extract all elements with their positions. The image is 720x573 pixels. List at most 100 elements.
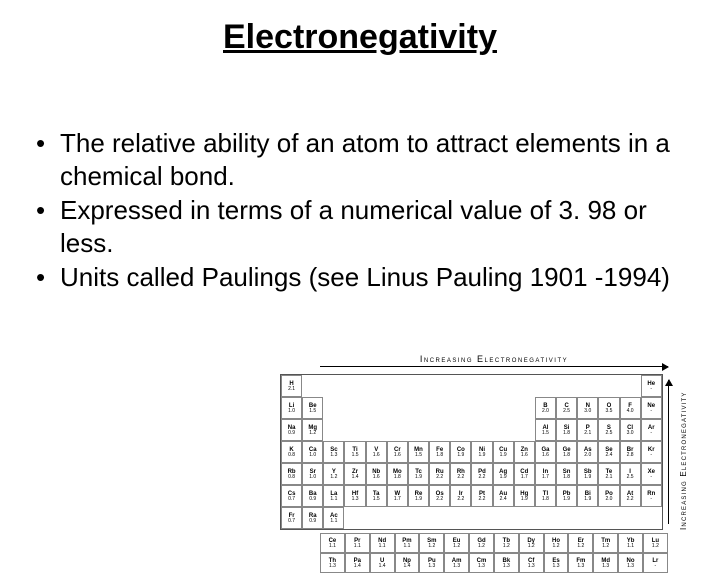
table-row: K0.8Ca1.0Sc1.3Ti1.5V1.6Cr1.6Mn1.5Fe1.8Co… [281,441,662,463]
element-cell: W1.7 [387,485,408,507]
bullet-marker: • [36,194,60,227]
element-cell: Pr1.1 [345,533,370,553]
element-cell: Br2.8 [620,441,641,463]
empty-cell [408,375,429,397]
element-cell: Nd1.1 [370,533,395,553]
empty-cell [450,419,471,441]
table-row: Rb0.8Sr1.0Y1.2Zr1.4Nb1.6Mo1.8Tc1.9Ru2.2R… [281,463,662,485]
element-cell: O3.5 [598,397,619,419]
element-cell: Pm1.1 [395,533,420,553]
element-cell: F4.0 [620,397,641,419]
element-cell: Ra0.9 [302,507,323,529]
empty-cell [323,375,344,397]
element-cell: Yb1.1 [618,533,643,553]
empty-cell [471,419,492,441]
element-cell: Kr- [641,441,662,463]
empty-cell [302,375,323,397]
element-cell: Ca1.0 [302,441,323,463]
element-cell: Ni1.9 [471,441,492,463]
element-cell: V1.6 [366,441,387,463]
empty-cell [408,419,429,441]
element-cell: Si1.8 [556,419,577,441]
element-cell: Lu1.2 [643,533,668,553]
element-cell: Dy1.2 [519,533,544,553]
element-cell: Tm1.2 [593,533,618,553]
empty-cell [620,375,641,397]
element-cell: Th1.3 [320,553,345,573]
element-cell: Nb1.6 [366,463,387,485]
empty-cell [429,507,450,529]
bullet-item: • Expressed in terms of a numerical valu… [36,194,680,259]
element-cell: Rh2.2 [450,463,471,485]
empty-cell [323,419,344,441]
element-cell: Ac1.1 [323,507,344,529]
element-cell: Ar- [641,419,662,441]
empty-cell [387,375,408,397]
element-cell: No1.3 [618,553,643,573]
element-cell: Fe1.8 [429,441,450,463]
element-cell: Cl3.0 [620,419,641,441]
element-cell: Re1.9 [408,485,429,507]
element-cell: In1.7 [535,463,556,485]
element-cell: Cr1.6 [387,441,408,463]
element-cell: I2.5 [620,463,641,485]
element-cell: K0.8 [281,441,302,463]
element-cell: Gd1.2 [469,533,494,553]
element-cell: Y1.2 [323,463,344,485]
empty-cell [429,397,450,419]
element-cell: Ga1.6 [535,441,556,463]
empty-cell [514,507,535,529]
empty-cell [556,375,577,397]
element-cell: Mg1.2 [302,419,323,441]
element-cell: La1.1 [323,485,344,507]
element-cell: N3.0 [577,397,598,419]
empty-cell [620,507,641,529]
element-cell: Al1.5 [535,419,556,441]
empty-cell [366,419,387,441]
empty-cell [387,397,408,419]
bullet-item: • The relative ability of an atom to att… [36,127,680,192]
empty-cell [493,419,514,441]
element-cell: Be1.5 [302,397,323,419]
element-cell: Au2.4 [493,485,514,507]
element-cell: He- [641,375,662,397]
element-cell: Co1.9 [450,441,471,463]
table-row: Fr0.7Ra0.9Ac1.1 [281,507,662,529]
empty-cell [598,507,619,529]
empty-cell [514,419,535,441]
element-cell: Po2.0 [598,485,619,507]
element-cell: Tc1.9 [408,463,429,485]
table-row: Cs0.7Ba0.9La1.1Hf1.3Ta1.5W1.7Re1.9Os2.2I… [281,485,662,507]
element-cell: Am1.3 [444,553,469,573]
empty-cell [493,397,514,419]
element-cell: Np1.4 [395,553,420,573]
empty-cell [471,397,492,419]
empty-cell [493,507,514,529]
element-cell: Tl1.8 [535,485,556,507]
empty-cell [408,507,429,529]
element-cell: Lr- [643,553,668,573]
element-cell: Fr0.7 [281,507,302,529]
element-cell: Ho1.2 [544,533,569,553]
bullet-item: • Units called Paulings (see Linus Pauli… [36,261,680,294]
table-row: Th1.3Pa1.4U1.4Np1.4Pu1.3Am1.3Cm1.3Bk1.3C… [320,553,668,573]
element-cell: Os2.2 [429,485,450,507]
element-cell: C2.5 [556,397,577,419]
element-cell: Ne- [641,397,662,419]
element-cell: H2.1 [281,375,302,397]
element-cell: Pb1.9 [556,485,577,507]
empty-cell [493,375,514,397]
element-cell: Se2.4 [598,441,619,463]
element-cell: Ge1.8 [556,441,577,463]
empty-cell [450,375,471,397]
element-cell: Te2.1 [598,463,619,485]
element-cell: Cm1.3 [469,553,494,573]
element-cell: Pa1.4 [345,553,370,573]
bullet-marker: • [36,127,60,160]
empty-cell [366,375,387,397]
table-row: Ce1.1Pr1.1Nd1.1Pm1.1Sm1.2Eu1.2Gd1.2Tb1.2… [320,533,668,553]
empty-cell [344,375,365,397]
element-cell: Zr1.4 [344,463,365,485]
element-cell: Sm1.2 [419,533,444,553]
element-cell: Ba0.9 [302,485,323,507]
